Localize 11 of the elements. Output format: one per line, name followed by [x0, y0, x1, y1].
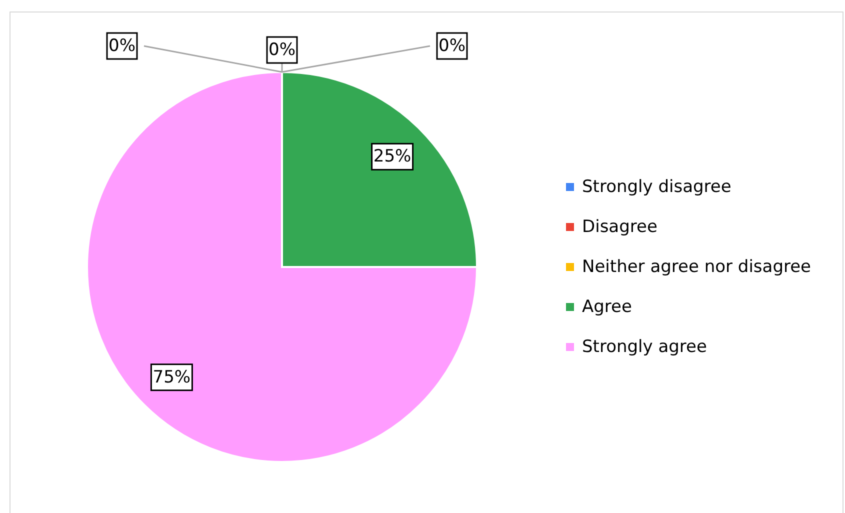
data-label: 25% [373, 146, 412, 167]
text: 0% [108, 36, 136, 56]
legend-label: Agree [582, 297, 632, 317]
text: 0% [268, 40, 296, 60]
data-label: 75% [152, 367, 191, 388]
text: 0% [438, 36, 466, 56]
legend-label: Strongly agree [582, 337, 707, 357]
legend-label: Neither agree nor disagree [582, 257, 812, 277]
pie-slice [86, 71, 478, 463]
legend-label: Strongly disagree [582, 177, 732, 197]
legend-label: Disagree [582, 217, 658, 237]
